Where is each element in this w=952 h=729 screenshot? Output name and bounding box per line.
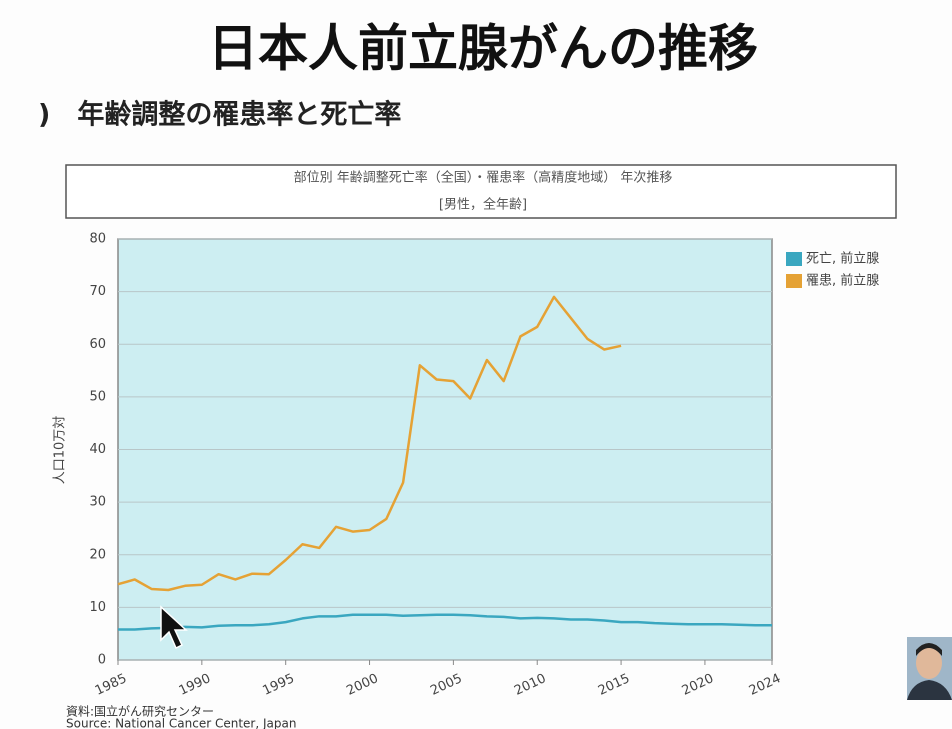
slide-title: 日本人前立腺がんの推移 xyxy=(208,20,758,78)
legend-swatch xyxy=(786,252,802,266)
source: 資料:国立がん研究センター xyxy=(66,704,214,719)
x-tick-label: 1985 xyxy=(93,671,129,699)
y-tick-label: 60 xyxy=(89,337,106,352)
mouse-cursor xyxy=(160,605,188,650)
x-tick-label: 2024 xyxy=(747,671,783,699)
source: Source: National Cancer Center, Japan xyxy=(66,717,296,729)
presenter-thumbnail xyxy=(907,637,952,700)
x-tick-label: 2005 xyxy=(428,671,464,699)
y-axis-label: 人口10万対 xyxy=(53,416,68,485)
chart-title: 部位別 年齢調整死亡率（全国）・罹患率（高精度地域） 年次推移 xyxy=(294,170,673,186)
y-tick-label: 80 xyxy=(89,232,106,247)
slide-subtitle: ) 年齢調整の罹患率と死亡率 xyxy=(38,99,401,131)
series-line xyxy=(117,295,622,592)
y-tick-label: 50 xyxy=(89,389,106,404)
chart-title-box xyxy=(65,164,897,219)
y-tick-label: 0 xyxy=(98,653,106,668)
x-tick-label: 1990 xyxy=(177,671,213,699)
legend-swatch xyxy=(786,274,802,288)
y-tick-label: 40 xyxy=(89,442,106,457)
series-line xyxy=(118,613,772,631)
x-tick-label: 2015 xyxy=(596,671,632,699)
y-tick-label: 70 xyxy=(89,284,106,299)
chart-subtitle: [男性，全年齢] xyxy=(439,197,527,213)
y-tick-label: 30 xyxy=(89,495,106,510)
legend-label: 罹患, 前立腺 xyxy=(806,273,879,289)
x-tick-label: 2020 xyxy=(680,671,716,699)
x-tick-label: 2000 xyxy=(344,671,380,699)
legend-label: 死亡, 前立腺 xyxy=(806,251,879,267)
x-tick-label: 1995 xyxy=(261,671,297,699)
y-tick-label: 20 xyxy=(89,547,106,562)
y-tick-label: 10 xyxy=(89,600,106,615)
x-tick-label: 2010 xyxy=(512,671,548,699)
